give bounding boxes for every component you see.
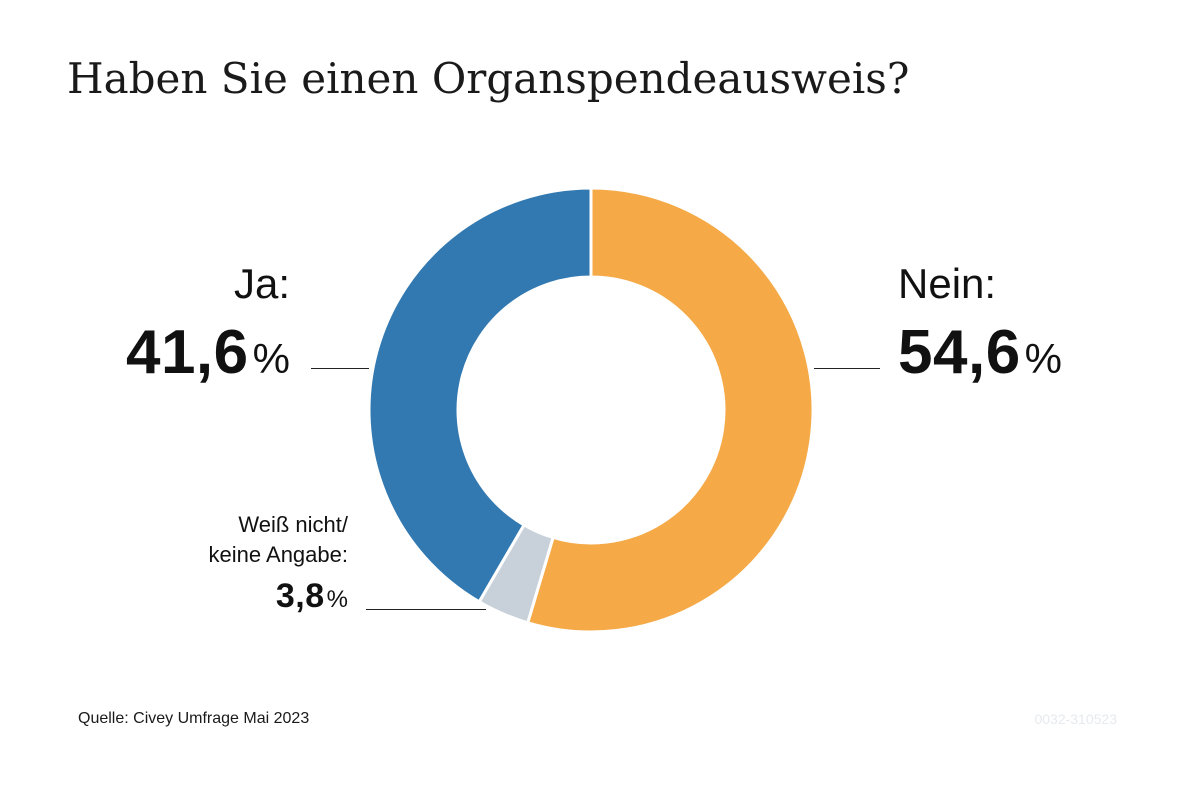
label-nein-unit: % — [1024, 335, 1063, 382]
leader-line-nein — [814, 368, 880, 369]
label-ja-value: 41,6 — [125, 318, 249, 387]
label-ja-name: Ja: — [233, 260, 290, 307]
label-weiss-nicht-unit: % — [326, 586, 348, 614]
watermark-id: 0032-310523 — [1034, 711, 1117, 727]
donut-slice-0 — [525, 186, 815, 634]
donut-slice-2 — [367, 186, 593, 604]
source-note: Quelle: Civey Umfrage Mai 2023 — [78, 710, 310, 727]
label-weiss-nicht: Weiß nicht/ keine Angabe: 3,8% — [209, 510, 348, 616]
label-weiss-nicht-line2: keine Angabe: — [208, 541, 348, 567]
chart-title: Haben Sie einen Organspendeausweis? — [67, 54, 910, 103]
label-ja: Ja: 41,6% — [126, 263, 290, 388]
label-ja-unit: % — [252, 335, 290, 382]
label-weiss-nicht-line1: Weiß nicht/ — [238, 512, 348, 537]
label-nein-name: Nein: — [898, 260, 997, 307]
label-weiss-nicht-value: 3,8 — [275, 577, 325, 616]
label-nein: Nein: 54,6% — [898, 263, 1062, 388]
label-nein-value: 54,6 — [898, 318, 1021, 387]
leader-line-ja — [311, 368, 369, 369]
leader-line-weiss-nicht — [366, 609, 486, 610]
